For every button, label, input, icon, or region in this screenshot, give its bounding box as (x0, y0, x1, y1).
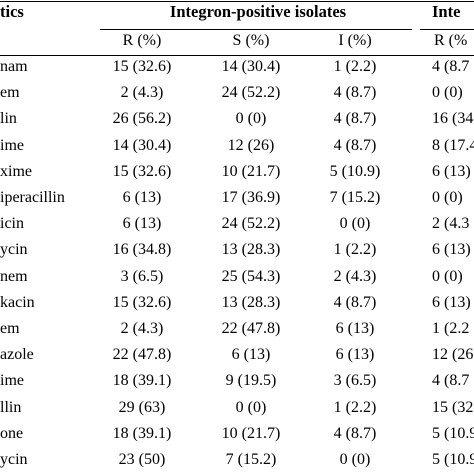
header-integron-positive-group: Integron-positive isolates (169, 2, 347, 21)
intermediate-value: 5 (10.9) (329, 162, 381, 180)
susceptible-value: 12 (26) (227, 136, 275, 154)
resistant-value: 14 (30.4) (112, 136, 172, 154)
antibiotic-name: em (0, 320, 20, 337)
antibiotic-name: nam (0, 58, 28, 75)
resistant-value: 6 (13) (122, 189, 162, 206)
susceptible-value: 7 (15.2) (225, 451, 277, 468)
subheader-resistant-2: R (% (434, 32, 468, 49)
resistant-value-2: 0 (0) (432, 189, 463, 206)
resistant-value: 23 (50) (118, 451, 166, 468)
intermediate-value: 2 (4.3) (333, 267, 377, 285)
intermediate-value: 1 (2.2) (333, 398, 377, 416)
susceptible-value: 25 (54.3) (221, 267, 281, 285)
group1-underline (100, 29, 412, 30)
resistant-value-2: 8 (17.4 (432, 136, 474, 154)
resistant-value: 15 (32.6) (112, 58, 172, 75)
antibiotic-name: nem (0, 267, 28, 285)
resistant-value: 15 (32.6) (112, 293, 172, 311)
resistant-value-2: 4 (8.7 (432, 58, 470, 75)
antibiotic-name: azole (0, 346, 34, 364)
antibiotic-name: ime (0, 372, 24, 390)
resistant-value: 2 (4.3) (120, 84, 164, 102)
antibiotic-name: ycin (0, 241, 28, 259)
intermediate-value: 4 (8.7) (333, 84, 377, 102)
resistant-value: 15 (32.6) (112, 162, 172, 180)
intermediate-value: 0 (0) (339, 215, 371, 233)
intermediate-value: 3 (6.5) (333, 372, 377, 390)
resistant-value-2: 16 (34. (432, 110, 474, 128)
intermediate-value: 1 (2.2) (333, 241, 377, 259)
intermediate-value: 4 (8.7) (333, 136, 377, 154)
susceptible-value: 22 (47.8) (221, 320, 281, 337)
resistant-value-2: 2 (4.3 (432, 215, 470, 233)
susceptible-value: 6 (13) (231, 346, 271, 364)
resistant-value-2: 1 (2.2 (432, 320, 470, 337)
susceptible-value: 24 (52.2) (221, 215, 281, 233)
susceptible-value: 0 (0) (235, 398, 267, 416)
resistant-value: 3 (6.5) (120, 267, 164, 285)
resistant-value: 2 (4.3) (120, 320, 164, 337)
antibiotic-name: one (0, 424, 24, 442)
resistant-value: 29 (63) (118, 398, 166, 416)
group2-underline (420, 29, 474, 30)
intermediate-value: 7 (15.2) (329, 189, 381, 206)
resistant-value: 18 (39.1) (112, 424, 172, 442)
antibiotic-name: icin (0, 215, 24, 233)
resistant-value: 22 (47.8) (112, 346, 172, 364)
susceptible-value: 14 (30.4) (221, 58, 281, 75)
subheader-resistant: R (%) (122, 32, 162, 49)
intermediate-value: 0 (0) (339, 451, 371, 468)
susceptible-value: 24 (52.2) (221, 84, 281, 102)
resistant-value-2: 5 (10.9 (432, 451, 474, 468)
antibiotic-name: ime (0, 136, 24, 154)
subheader-susceptible: S (%) (232, 32, 270, 49)
susceptible-value: 10 (21.7) (221, 424, 281, 442)
header-bottom-rule (0, 55, 474, 56)
resistant-value-2: 4 (8.7 (432, 372, 470, 390)
resistant-value-2: 15 (32. (432, 398, 474, 416)
susceptible-value: 17 (36.9) (221, 189, 281, 206)
intermediate-value: 4 (8.7) (333, 110, 377, 128)
susceptible-value: 10 (21.7) (221, 162, 281, 180)
resistant-value-2: 0 (0) (432, 84, 463, 102)
resistant-value-2: 0 (0) (432, 267, 463, 285)
intermediate-value: 6 (13) (335, 320, 375, 337)
susceptible-value: 13 (28.3) (221, 293, 281, 311)
table-top-rule (0, 1, 474, 2)
resistant-value: 6 (13) (122, 215, 162, 233)
susceptible-value: 13 (28.3) (221, 241, 281, 259)
intermediate-value: 1 (2.2) (333, 58, 377, 75)
resistant-value-2: 12 (26 (432, 346, 474, 364)
antibiotic-name: em (0, 84, 20, 102)
subheader-intermediate: I (%) (338, 32, 372, 49)
intermediate-value: 4 (8.7) (333, 424, 377, 442)
susceptible-value: 9 (19.5) (225, 372, 277, 390)
resistant-value-2: 6 (13) (432, 293, 471, 311)
header-antibiotics-label: tics (0, 2, 24, 21)
resistant-value-2: 5 (10.9 (432, 424, 474, 442)
resistant-value-2: 6 (13) (432, 162, 471, 180)
antibiotic-name: ycin (0, 451, 28, 468)
intermediate-value: 6 (13) (335, 346, 375, 364)
resistant-value: 18 (39.1) (112, 372, 172, 390)
resistant-value-2: 6 (13) (432, 241, 471, 259)
antibiotic-name: llin (0, 398, 22, 416)
header-integron-negative-group: Inte (432, 2, 461, 21)
antibiotic-name: kacin (0, 293, 35, 311)
antibiotic-name: lin (0, 110, 17, 128)
antibiotic-name: xime (0, 162, 32, 180)
intermediate-value: 4 (8.7) (333, 293, 377, 311)
susceptible-value: 0 (0) (235, 110, 267, 128)
antibiotic-name: iperacillin (0, 189, 65, 206)
resistant-value: 16 (34.8) (112, 241, 172, 259)
resistant-value: 26 (56.2) (112, 110, 172, 128)
